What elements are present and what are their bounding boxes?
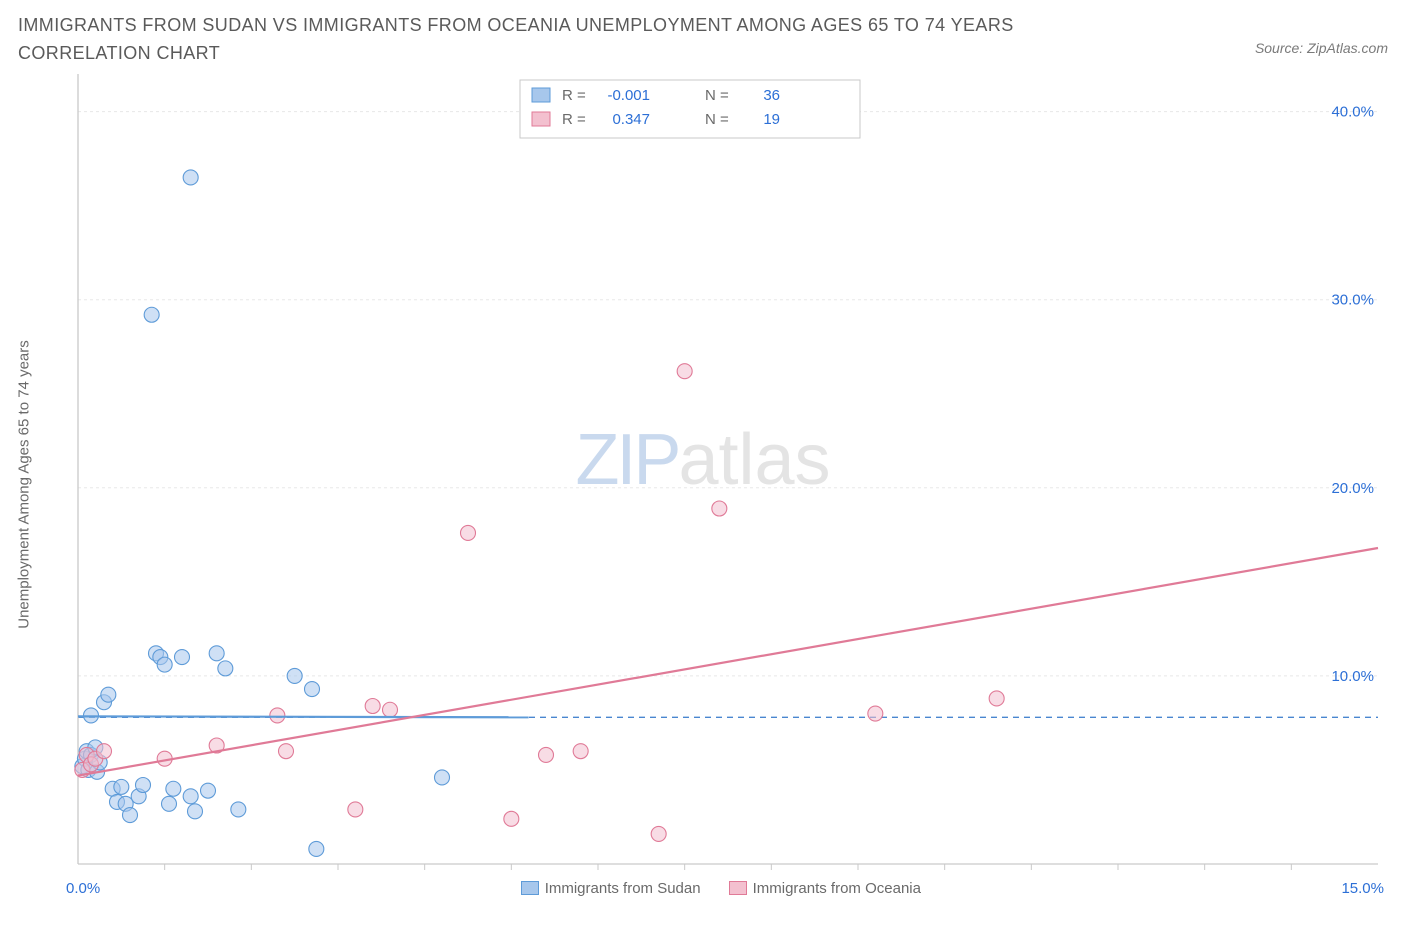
x-axis-min-label: 0.0%	[66, 880, 100, 897]
svg-text:-0.001: -0.001	[607, 87, 650, 104]
scatter-plot: 10.0% 20.0% 30.0% 40.0% R = -0.001 N = 36 R = 0.3…	[18, 74, 1388, 878]
svg-text:N =: N =	[705, 87, 729, 104]
svg-text:40.0%: 40.0%	[1331, 103, 1374, 120]
legend-swatch	[729, 881, 747, 895]
svg-text:0.347: 0.347	[612, 111, 650, 128]
chart-container: Unemployment Among Ages 65 to 74 years 1…	[18, 74, 1388, 878]
source-attribution: Source: ZipAtlas.com	[1255, 40, 1388, 56]
svg-text:30.0%: 30.0%	[1331, 291, 1374, 308]
legend-swatch	[521, 881, 539, 895]
svg-text:R =: R =	[562, 111, 586, 128]
x-axis-max-label: 15.0%	[1341, 880, 1384, 897]
svg-text:20.0%: 20.0%	[1331, 480, 1374, 497]
svg-text:19: 19	[763, 111, 780, 128]
series-legend: Immigrants from Sudan Immigrants from Oce…	[521, 880, 921, 897]
legend-item-oceania: Immigrants from Oceania	[729, 880, 921, 897]
svg-text:R =: R =	[562, 87, 586, 104]
svg-text:N =: N =	[705, 111, 729, 128]
chart-title: IMMIGRANTS FROM SUDAN VS IMMIGRANTS FROM…	[18, 12, 1138, 68]
svg-text:10.0%: 10.0%	[1331, 668, 1374, 685]
y-axis-label: Unemployment Among Ages 65 to 74 years	[16, 340, 33, 629]
legend-item-sudan: Immigrants from Sudan	[521, 880, 701, 897]
svg-text:36: 36	[763, 87, 780, 104]
